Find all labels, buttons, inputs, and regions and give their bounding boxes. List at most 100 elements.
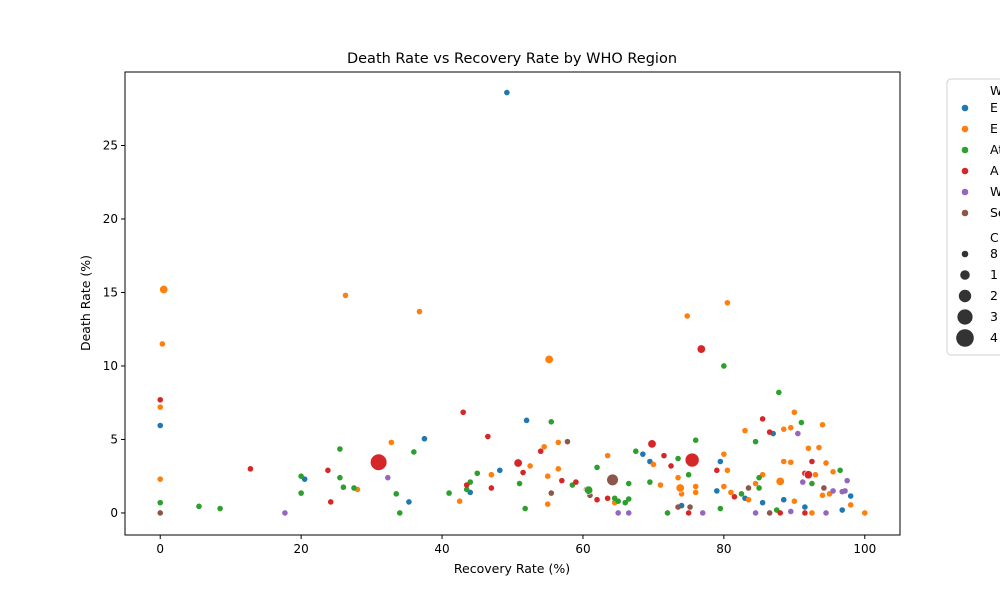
data-point: [791, 409, 798, 416]
data-point: [573, 479, 579, 485]
data-point: [460, 409, 466, 416]
legend-size-marker: [960, 270, 970, 280]
y-tick-label: 25: [103, 138, 118, 152]
x-tick-label: 40: [434, 542, 449, 556]
data-point: [544, 473, 551, 480]
data-point: [759, 499, 766, 506]
data-point: [687, 504, 693, 510]
data-point: [342, 292, 349, 299]
data-point: [157, 396, 164, 403]
data-point: [157, 510, 164, 516]
legend-marker: [961, 146, 969, 154]
data-point: [340, 484, 347, 491]
data-point: [325, 467, 331, 474]
data-point: [842, 488, 848, 494]
data-point: [555, 466, 562, 472]
data-point: [721, 483, 727, 490]
data-point: [745, 496, 752, 503]
data-point: [714, 467, 720, 474]
data-point: [388, 439, 395, 446]
data-point: [714, 488, 720, 494]
data-point: [157, 422, 164, 429]
data-point: [830, 488, 836, 494]
data-point: [406, 499, 412, 505]
data-point: [217, 505, 223, 512]
data-point: [675, 474, 681, 481]
data-point: [685, 471, 692, 478]
data-point: [384, 474, 391, 481]
data-point: [766, 510, 773, 516]
legend-size-label: 3: [990, 309, 998, 324]
legend-size-marker: [961, 250, 969, 258]
data-point: [157, 499, 164, 506]
data-point: [625, 480, 632, 487]
y-tick-label: 0: [110, 506, 118, 520]
data-point: [622, 499, 629, 506]
legend-size-label: 8: [990, 246, 998, 261]
legend-size-label: 4: [990, 330, 998, 345]
data-point: [752, 510, 759, 516]
data-point: [717, 505, 724, 512]
legend-label: A: [990, 163, 999, 178]
data-point: [787, 424, 794, 431]
legend-marker: [961, 167, 969, 175]
data-point: [559, 477, 565, 484]
legend-size-marker: [957, 309, 973, 325]
legend-label: E: [990, 121, 998, 136]
data-point-large: [544, 354, 554, 364]
data-point: [839, 507, 846, 513]
data-point: [327, 499, 334, 505]
chart-title: Death Rate vs Recovery Rate by WHO Regio…: [347, 51, 677, 67]
data-point-large: [803, 470, 813, 480]
data-point-large: [684, 452, 700, 468]
data-point: [756, 485, 762, 491]
data-point: [615, 510, 621, 516]
data-point: [819, 492, 826, 499]
data-point: [780, 426, 787, 432]
data-point: [724, 299, 731, 306]
x-tick-label: 20: [293, 542, 308, 556]
data-point: [522, 505, 528, 512]
data-point-large: [647, 439, 657, 449]
data-points: [157, 89, 868, 516]
data-point: [463, 482, 470, 488]
data-point-large: [159, 285, 169, 295]
data-point: [699, 510, 706, 516]
x-tick-label: 80: [716, 542, 731, 556]
x-axis-label: Recovery Rate (%): [454, 561, 570, 576]
legend-marker: [961, 188, 969, 196]
data-point: [692, 489, 699, 496]
data-point: [485, 433, 491, 440]
data-point: [520, 469, 526, 476]
data-point: [632, 448, 639, 455]
y-tick-label: 5: [110, 432, 118, 446]
data-point-large: [696, 344, 706, 354]
data-point: [776, 389, 782, 396]
data-point: [416, 308, 423, 315]
data-point-large: [606, 473, 619, 486]
data-point: [504, 89, 510, 96]
data-point: [816, 444, 822, 451]
data-point: [657, 482, 664, 488]
data-point: [463, 486, 470, 493]
y-tick-label: 15: [103, 285, 118, 299]
data-point: [541, 444, 548, 450]
data-point-large: [513, 458, 523, 468]
data-point: [752, 480, 759, 487]
data-point: [777, 510, 784, 516]
data-point: [823, 460, 829, 466]
legend-size-marker: [958, 289, 972, 303]
legend-marker: [961, 125, 969, 133]
data-point: [604, 452, 611, 459]
legend: W C EEAtAWSe81234: [946, 78, 1000, 356]
data-point: [668, 463, 674, 469]
data-point: [196, 503, 202, 510]
data-point: [795, 430, 801, 437]
data-point: [692, 483, 699, 490]
data-point: [474, 470, 481, 477]
y-axis-label: Death Rate (%): [78, 255, 93, 351]
data-point: [282, 510, 288, 516]
data-point-large: [675, 483, 685, 493]
data-point: [298, 490, 304, 496]
legend-hue-title: W: [990, 83, 1000, 98]
